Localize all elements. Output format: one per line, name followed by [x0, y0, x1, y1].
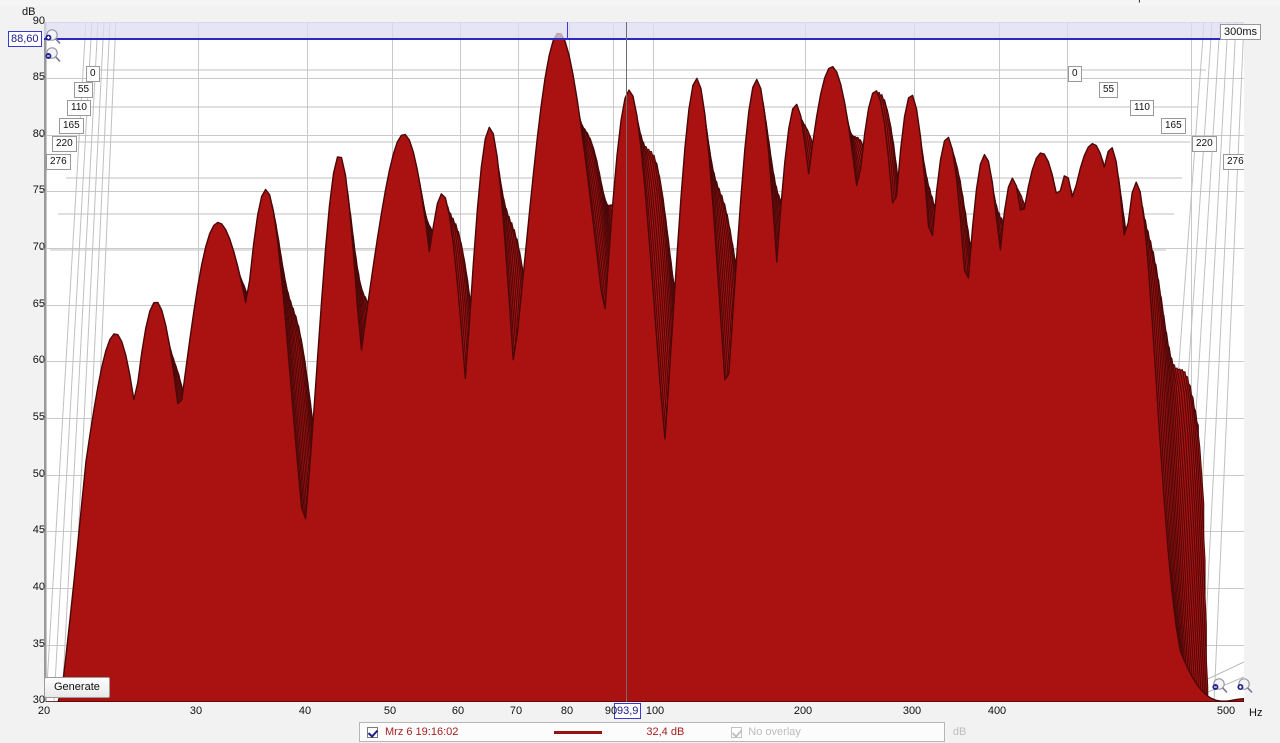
frequency-cursor-line[interactable]: [626, 22, 627, 702]
menu-bar: Controls Freq. Axis Limits Controls: [0, 0, 1280, 6]
time-label-165-left: 165: [59, 118, 84, 134]
x-tick-200: 200: [793, 705, 813, 717]
frequency-readout[interactable]: 93,9: [614, 703, 642, 719]
generate-button[interactable]: Generate: [44, 677, 110, 698]
perspective-grid: [46, 22, 1244, 702]
x-tick-50: 50: [383, 705, 397, 717]
measurement-color-swatch: [554, 730, 603, 734]
measurement-checkbox[interactable]: [367, 726, 378, 738]
window-length-readout[interactable]: 300ms: [1220, 24, 1262, 40]
x-tick-90: 90: [604, 705, 618, 717]
level-cursor-band: [44, 22, 1244, 38]
y-tick-80: 80: [32, 128, 45, 140]
time-label-220-left: 220: [52, 136, 77, 152]
x-tick-20: 20: [37, 705, 51, 717]
y-tick-40: 40: [32, 581, 45, 593]
x-tick-40: 40: [298, 705, 312, 717]
level-readout[interactable]: 88,60: [8, 31, 42, 47]
menu-item-limits[interactable]: Limits: [1185, 0, 1214, 3]
time-label-55-left: 55: [74, 82, 94, 98]
time-label-55-right: 55: [1099, 82, 1119, 98]
y-tick-35: 35: [32, 638, 45, 650]
y-tick-85: 85: [32, 71, 45, 83]
measurement-value: 32,4 dB: [646, 726, 685, 738]
y-axis-unit: dB: [22, 6, 36, 18]
x-tick-70: 70: [509, 705, 523, 717]
magnifier-minus-icon-bottom[interactable]: [1211, 678, 1229, 696]
y-tick-60: 60: [32, 354, 45, 366]
time-label-0-right: 0: [1068, 66, 1082, 82]
y-tick-30: 30: [32, 694, 45, 706]
time-label-276-right: 276: [1223, 154, 1244, 170]
x-tick-500: 500: [1216, 705, 1236, 717]
overlay-unit: dB: [952, 726, 967, 738]
waterfall-surface: [46, 32, 1244, 702]
x-tick-100: 100: [645, 705, 665, 717]
level-cursor-line[interactable]: [44, 38, 1244, 40]
overlay-label: No overlay: [748, 726, 801, 738]
time-label-110-left: 110: [67, 100, 91, 116]
time-label-276-left: 276: [46, 154, 71, 170]
frequency-cursor-tick: [567, 22, 568, 40]
x-tick-80: 80: [560, 705, 574, 717]
x-tick-300: 300: [902, 705, 922, 717]
time-label-0-left: 0: [86, 66, 100, 82]
y-tick-65: 65: [32, 298, 45, 310]
time-label-165-right: 165: [1161, 118, 1186, 134]
x-axis-unit: Hz: [1249, 707, 1263, 719]
y-tick-55: 55: [32, 411, 45, 423]
time-label-220-right: 220: [1192, 136, 1217, 152]
y-tick-75: 75: [32, 184, 45, 196]
waterfall-plot[interactable]: 0 55 110 165 220 276 0 55 110 165 220 27…: [44, 22, 1244, 702]
menu-item-controls-left[interactable]: Controls: [1060, 0, 1101, 3]
magnifier-plus-icon-bottom[interactable]: [1236, 678, 1254, 696]
measurement-label: Mrz 6 19:16:02: [385, 726, 459, 738]
magnifier-minus-icon[interactable]: [44, 47, 62, 65]
menu-item-freq-axis[interactable]: Freq. Axis: [1118, 0, 1167, 3]
y-tick-45: 45: [32, 524, 45, 536]
y-tick-70: 70: [32, 241, 45, 253]
x-tick-30: 30: [189, 705, 203, 717]
menu-item-controls[interactable]: Controls: [1228, 0, 1269, 3]
magnifier-plus-icon[interactable]: [44, 28, 62, 46]
x-tick-400: 400: [987, 705, 1007, 717]
overlay-checkbox[interactable]: [731, 726, 743, 738]
time-label-110-right: 110: [1130, 100, 1154, 116]
y-tick-90: 90: [32, 15, 45, 27]
x-tick-60: 60: [451, 705, 465, 717]
y-tick-50: 50: [32, 468, 45, 480]
legend-bar: Mrz 6 19:16:02 32,4 dB No overlay dB: [359, 722, 966, 742]
